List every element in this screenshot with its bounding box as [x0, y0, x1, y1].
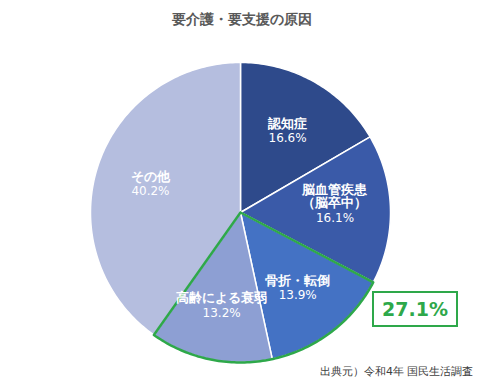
svg-text:脳血管疾患（脳卒中）: 脳血管疾患（脳卒中） [301, 182, 368, 210]
svg-text:16.1%: 16.1% [316, 211, 354, 225]
svg-text:13.9%: 13.9% [279, 288, 317, 302]
svg-text:13.2%: 13.2% [203, 306, 241, 320]
svg-text:16.6%: 16.6% [269, 131, 307, 145]
svg-text:出典元）令和4年 国民生活調査: 出典元）令和4年 国民生活調査 [320, 365, 474, 378]
svg-text:認知症: 認知症 [267, 116, 307, 131]
svg-text:高齢による衰弱: 高齢による衰弱 [176, 290, 267, 305]
svg-text:40.2%: 40.2% [131, 184, 169, 198]
svg-text:要介護・要支援の原因: 要介護・要支援の原因 [171, 11, 312, 27]
html-text:27.1%: 27.1% [382, 298, 448, 320]
svg-text:骨折・転倒: 骨折・転倒 [265, 273, 330, 288]
svg-text:その他: その他 [131, 169, 171, 184]
